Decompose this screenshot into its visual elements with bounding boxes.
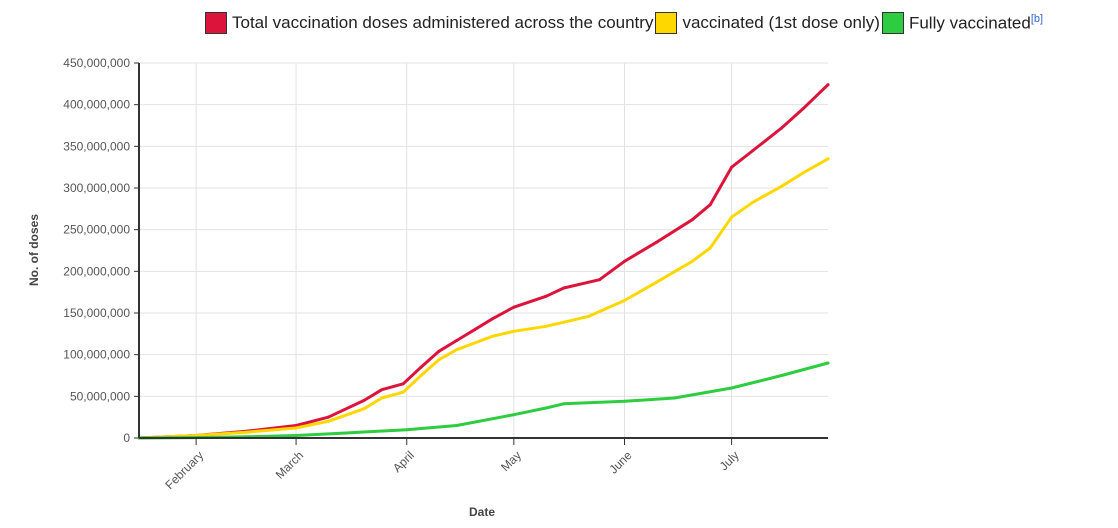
data-point — [827, 362, 830, 365]
data-point — [455, 339, 458, 342]
y-tick-label: 250,000,000 — [63, 223, 130, 237]
data-point — [402, 391, 405, 394]
data-point — [802, 172, 805, 175]
y-tick-label: 100,000,000 — [63, 348, 130, 362]
x-axis-title: Date — [469, 505, 495, 519]
data-point — [730, 216, 733, 219]
grid-lines — [139, 63, 828, 438]
data-point — [437, 350, 440, 353]
data-point — [730, 166, 733, 169]
x-tick-label: February — [162, 448, 206, 492]
y-tick-label: 200,000,000 — [63, 264, 130, 278]
data-point — [455, 424, 458, 427]
data-point — [709, 247, 712, 250]
data-point — [752, 149, 755, 152]
x-tick-label: March — [273, 448, 306, 481]
data-point — [623, 400, 626, 403]
data-point — [545, 325, 548, 328]
data-point — [623, 260, 626, 263]
data-point — [473, 342, 476, 345]
x-tick-label: May — [498, 448, 524, 474]
y-axis-ticks: 0 50,000,000 100,000,000 150,000,000 200,000… — [63, 56, 139, 445]
data-point — [780, 185, 783, 188]
data-point — [545, 407, 548, 410]
y-tick-label: 400,000,000 — [63, 98, 130, 112]
data-point — [405, 428, 408, 431]
data-point — [691, 260, 694, 263]
data-point — [295, 427, 298, 430]
x-axis-ticks: February March April May June July — [162, 438, 741, 492]
data-point — [327, 416, 330, 419]
data-point — [562, 287, 565, 290]
x-tick-label: April — [390, 448, 417, 475]
x-tick-label: June — [606, 448, 635, 477]
y-tick-label: 50,000,000 — [70, 389, 130, 403]
data-point — [437, 358, 440, 361]
data-point — [730, 387, 733, 390]
data-point — [545, 295, 548, 298]
series-line-0 — [139, 85, 828, 438]
data-point — [362, 407, 365, 410]
data-point — [380, 388, 383, 391]
data-point — [402, 382, 405, 385]
data-point — [752, 201, 755, 204]
data-point — [420, 374, 423, 377]
data-point — [491, 317, 494, 320]
data-point — [512, 413, 515, 416]
data-point — [827, 83, 830, 86]
data-point — [587, 315, 590, 318]
series-line-2 — [139, 363, 828, 438]
data-point — [623, 299, 626, 302]
data-point — [455, 348, 458, 351]
data-point — [473, 328, 476, 331]
data-point — [512, 330, 515, 333]
data-point — [673, 397, 676, 400]
y-tick-label: 350,000,000 — [63, 139, 130, 153]
data-point — [655, 241, 658, 244]
y-tick-label: 150,000,000 — [63, 306, 130, 320]
data-point — [512, 306, 515, 309]
y-axis-title: No. of doses — [27, 214, 41, 286]
data-point — [295, 434, 298, 437]
data-point — [709, 203, 712, 206]
data-point — [780, 127, 783, 130]
data-point — [327, 420, 330, 423]
data-point — [827, 157, 830, 160]
series-lines — [138, 83, 830, 439]
data-point — [345, 432, 348, 435]
data-point — [691, 218, 694, 221]
data-point — [655, 281, 658, 284]
data-point — [802, 107, 805, 110]
y-tick-label: 300,000,000 — [63, 181, 130, 195]
data-point — [420, 366, 423, 369]
data-point — [245, 431, 248, 434]
data-point — [362, 399, 365, 402]
data-point — [380, 397, 383, 400]
y-tick-label: 0 — [123, 431, 130, 445]
x-tick-label: July — [717, 448, 742, 473]
data-point — [562, 321, 565, 324]
y-tick-label: 450,000,000 — [63, 56, 130, 70]
data-point — [562, 402, 565, 405]
data-point — [598, 278, 601, 281]
data-point — [491, 335, 494, 338]
data-point — [780, 374, 783, 377]
